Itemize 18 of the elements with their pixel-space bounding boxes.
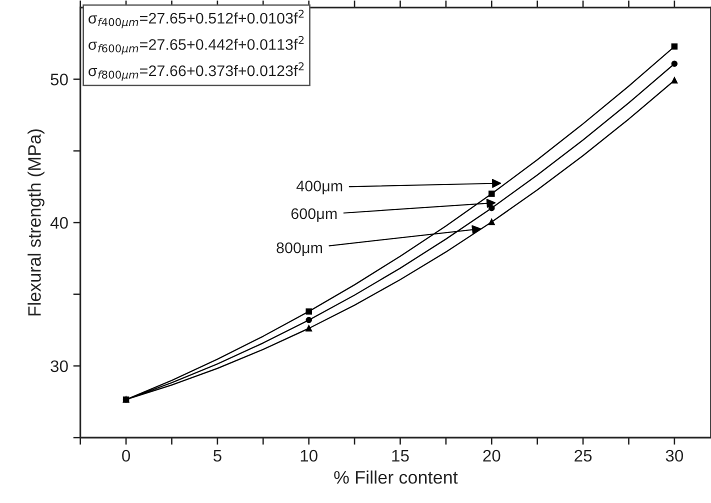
x-tick-label: 5 — [213, 450, 222, 462]
annotation: σ$_{f600μm}$=27.65+0.442f+0.0113f$^{2}$ — [88, 36, 304, 54]
annotation: σ$_{f400μm}$=27.65+0.512f+0.0103f$^{2}$ — [88, 10, 304, 28]
annotation: 400μm — [296, 180, 342, 194]
y-tick-label: 30 — [50, 360, 68, 372]
x-tick-label: 15 — [392, 450, 409, 462]
annotation: 600μm — [291, 208, 337, 222]
x-tick-label: 10 — [300, 450, 318, 462]
y-axis-title: Flexural strength (MPa) — [28, 129, 44, 316]
x-tick-label: 20 — [483, 450, 500, 462]
x-tick-label: 0 — [122, 450, 130, 462]
y-tick-label: 50 — [50, 74, 68, 86]
x-tick-label: 25 — [574, 450, 592, 462]
x-tick-label: 30 — [666, 450, 684, 462]
annotation: σ$_{f800μm}$=27.66+0.373f+0.0123f$^{2}$ — [88, 62, 304, 81]
annotation: 800μm — [276, 242, 322, 256]
x-axis-title: % Filler content — [334, 470, 458, 484]
y-tick-label: 40 — [50, 216, 68, 229]
